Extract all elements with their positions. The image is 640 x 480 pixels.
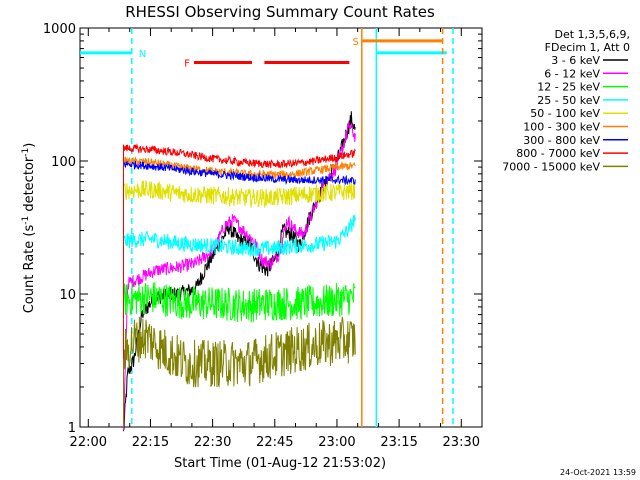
annotation-label: N xyxy=(139,49,146,60)
annotation-label: S xyxy=(352,37,358,48)
legend-label: 100 - 300 keV xyxy=(523,121,600,134)
series-line-7 xyxy=(123,143,356,427)
legend-label: 3 - 6 keV xyxy=(551,54,600,67)
series-line-4 xyxy=(123,180,356,427)
chart-title: RHESSI Observing Summary Count Rates xyxy=(125,3,435,21)
legend: Det 1,3,5,6,9, FDecim 1, Att 0 3 - 6 keV… xyxy=(502,28,630,173)
y-axis-label: Count Rate (s-1 detector-1) xyxy=(21,143,37,314)
series-line-6 xyxy=(123,160,356,427)
legend-label: 25 - 50 keV xyxy=(537,94,600,107)
axis-ticks: 22:00 22:15 22:30 22:45 23:00 23:15 23:30 1 10 10… xyxy=(43,22,483,450)
x-tick-label: 22:15 xyxy=(132,435,169,450)
y-tick-label: 10 xyxy=(59,288,76,303)
legend-label: 12 - 25 keV xyxy=(537,81,600,94)
legend-label: 800 - 7000 keV xyxy=(516,147,600,160)
series-line-1 xyxy=(123,120,356,431)
plot-frame xyxy=(79,27,483,428)
legend-label: 6 - 12 keV xyxy=(544,67,600,80)
y-label-sup1: -1 xyxy=(21,216,31,225)
y-tick-label: 100 xyxy=(51,155,76,170)
x-tick-label: 23:30 xyxy=(443,435,480,450)
x-tick-label: 22:00 xyxy=(70,435,107,450)
legend-header-line1: Det 1,3,5,6,9, xyxy=(554,28,630,41)
series-layer xyxy=(123,111,356,432)
x-tick-label: 22:30 xyxy=(194,435,231,450)
series-line-8 xyxy=(123,316,356,427)
series-line-3 xyxy=(123,214,356,427)
annotation-label: F xyxy=(184,59,190,70)
legend-header-line2: FDecim 1, Att 0 xyxy=(545,41,630,54)
x-axis-label: Start Time (01-Aug-12 21:53:02) xyxy=(174,456,386,471)
y-label-part2: detector xyxy=(22,156,37,216)
x-tick-label: 23:00 xyxy=(318,435,355,450)
y-label-sup2: -1 xyxy=(21,148,31,157)
y-tick-label: 1000 xyxy=(43,22,76,37)
y-tick-label: 1 xyxy=(68,421,76,436)
y-label-part1: Count Rate (s xyxy=(22,225,37,314)
legend-label: 300 - 800 keV xyxy=(523,134,600,147)
legend-label: 50 - 100 keV xyxy=(530,107,600,120)
x-tick-label: 23:15 xyxy=(380,435,417,450)
timestamp-stamp: 24-Oct-2021 13:59 xyxy=(560,468,636,477)
series-line-2 xyxy=(123,282,356,427)
legend-label: 7000 - 15000 keV xyxy=(502,160,600,173)
y-label-part3: ) xyxy=(22,143,37,148)
x-tick-label: 22:45 xyxy=(256,435,293,450)
